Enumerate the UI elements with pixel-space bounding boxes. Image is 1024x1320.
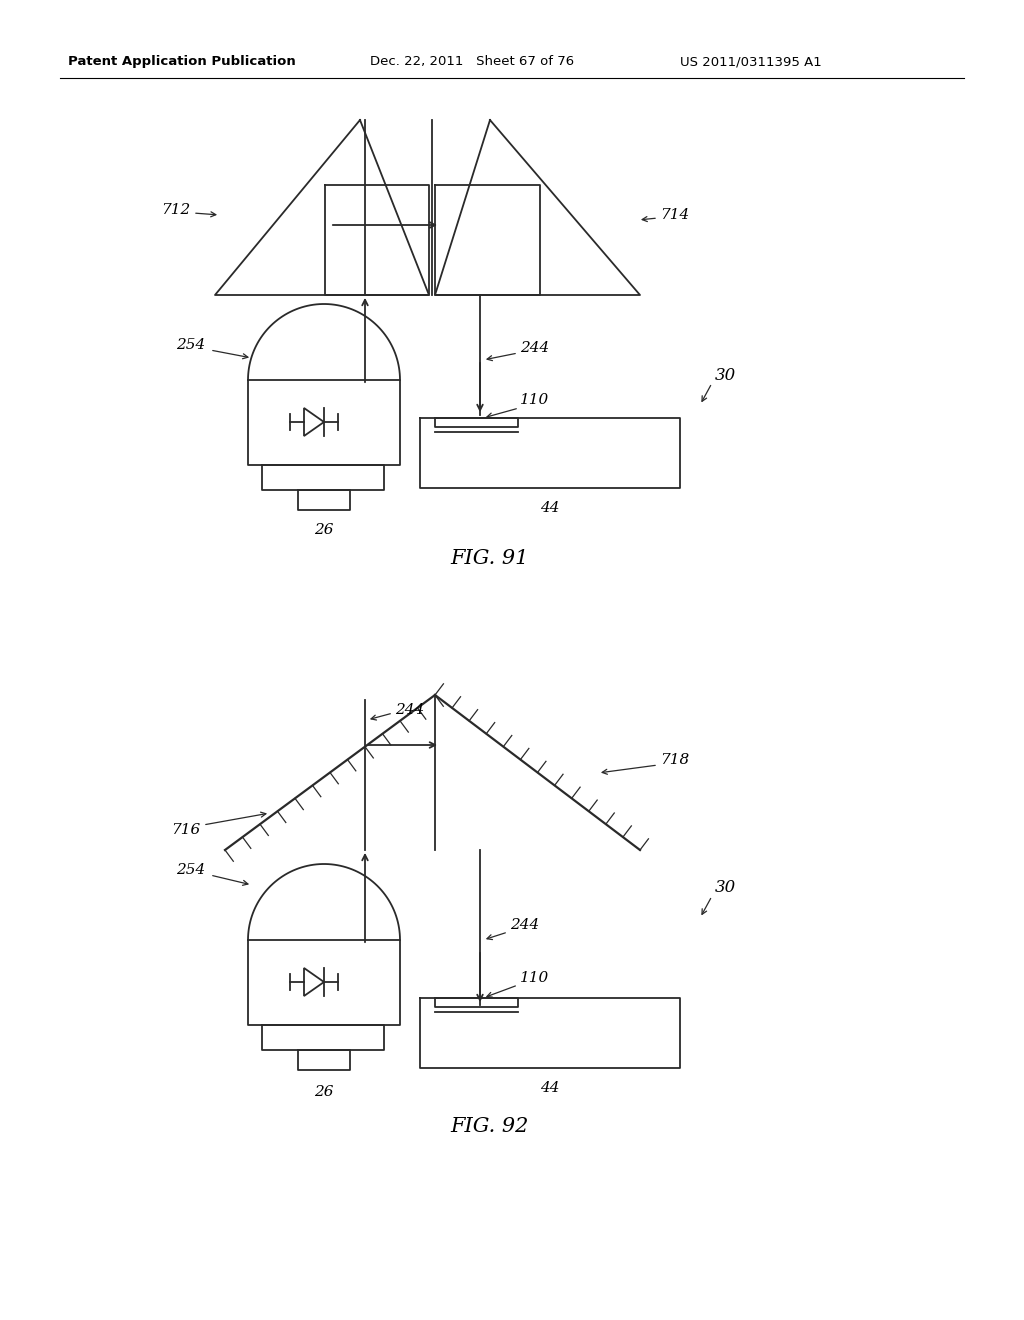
Text: 110: 110	[520, 393, 549, 407]
Text: 718: 718	[660, 752, 689, 767]
Text: 44: 44	[541, 502, 560, 515]
Text: 254: 254	[176, 863, 205, 876]
Text: US 2011/0311395 A1: US 2011/0311395 A1	[680, 55, 821, 69]
Text: 26: 26	[314, 1085, 334, 1100]
Text: 30: 30	[715, 367, 736, 384]
Text: 26: 26	[314, 523, 334, 537]
Text: 712: 712	[161, 203, 190, 216]
Text: Patent Application Publication: Patent Application Publication	[68, 55, 296, 69]
Text: 716: 716	[171, 822, 200, 837]
Text: 44: 44	[541, 1081, 560, 1096]
Text: FIG. 91: FIG. 91	[451, 549, 529, 568]
Text: 244: 244	[395, 704, 424, 717]
Text: 254: 254	[176, 338, 205, 352]
Text: FIG. 92: FIG. 92	[451, 1117, 529, 1135]
Text: 30: 30	[715, 879, 736, 896]
Text: Dec. 22, 2011   Sheet 67 of 76: Dec. 22, 2011 Sheet 67 of 76	[370, 55, 574, 69]
Text: 244: 244	[510, 917, 540, 932]
Text: 244: 244	[520, 341, 549, 355]
Text: 714: 714	[660, 209, 689, 222]
Text: 110: 110	[520, 972, 549, 985]
